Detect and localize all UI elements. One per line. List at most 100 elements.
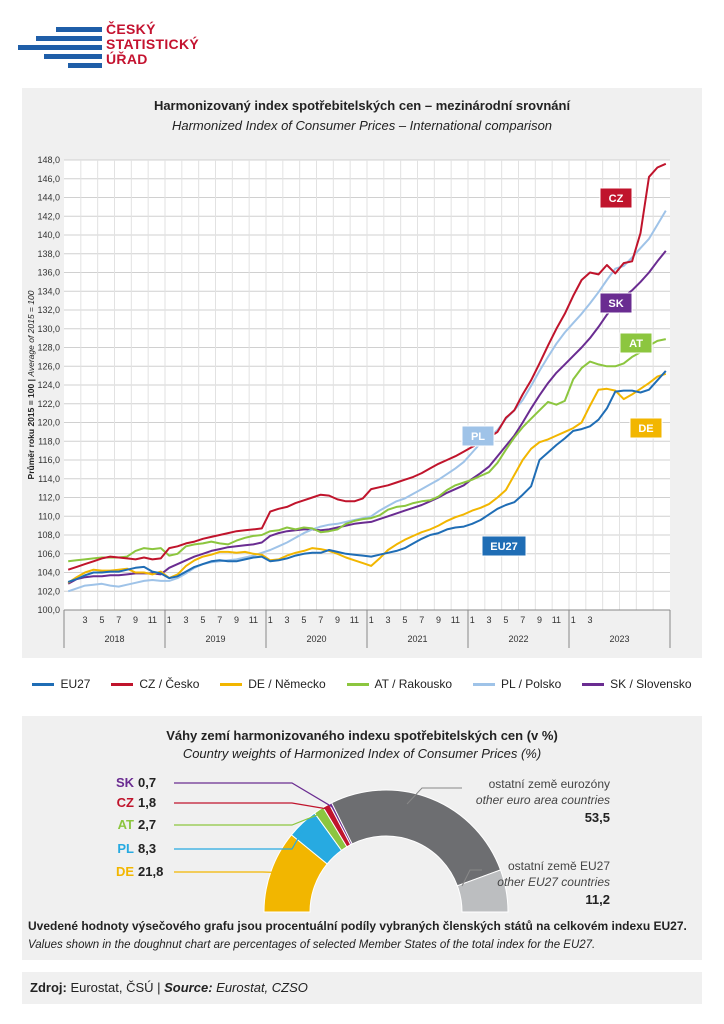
chart-legend: EU27 CZ / Česko DE / Německo AT / Rakousko P… [22,664,702,704]
x-tick-label: 1 [167,615,172,625]
legend-label: SK / Slovensko [610,677,692,691]
year-label: 2018 [104,634,124,644]
legend-item: PL / Polsko [473,677,561,691]
slice-value-label: 0,7 [138,775,156,790]
doughnut-slice-euro [330,789,502,887]
slice-value-label: 8,3 [138,841,156,856]
series-line-sk [67,250,667,585]
source-label-en: Source: [164,980,213,995]
series-line-eu27 [67,370,667,583]
legend-swatch [346,682,369,686]
slice-label-cz: ostatní země eurozóny [489,777,610,791]
series-line-at [68,338,667,563]
y-axis-label: Průměr roku 2015 = 100 | Average of 2015… [26,290,36,479]
x-tick-label: 9 [537,615,542,625]
slice-value-label: 53,5 [585,810,610,825]
y-tick-label: 120,0 [37,418,60,428]
y-tick-label: 136,0 [37,268,60,278]
slice-value-label: 1,8 [138,795,156,810]
slice-code-label: PL [117,841,134,856]
legend-item: DE / Německo [220,677,326,691]
legend-swatch [473,682,495,686]
logo-bar [68,63,102,68]
x-tick-label: 3 [588,615,593,625]
legend-item: EU27 [32,677,90,691]
x-tick-label: 3 [184,615,189,625]
series-callout-de [629,417,663,439]
x-tick-label: 5 [402,615,407,625]
y-tick-label: 118,0 [38,436,60,446]
y-tick-label: 132,0 [37,305,60,315]
y-tick-label: 138,0 [37,249,60,259]
x-tick-label: 5 [503,615,508,625]
x-tick-label: 1 [369,615,374,625]
y-tick-label: 126,0 [37,361,60,371]
x-tick-label: 1 [571,615,576,625]
y-axis-label-sep: | [26,377,36,384]
source-bar: Zdroj: Eurostat, ČSÚ | Source: Eurostat,… [22,972,702,1004]
doughnut-slice-eu27 [456,869,509,913]
x-tick-label: 1 [268,615,273,625]
slice-label-en: other euro area countries [476,793,610,807]
series-callout-at [619,332,653,354]
chart-title: Harmonizovaný index spotřebitelských cen… [153,98,571,113]
series-callout-label: AT [629,338,643,350]
slice-code-label: CZ [117,795,134,810]
series-callout-label: EU27 [490,541,518,553]
y-tick-label: 134,0 [37,286,60,296]
y-tick-label: 108,0 [37,530,60,540]
y-tick-label: 148,0 [37,155,60,165]
chart-subtitle: Harmonized Index of Consumer Prices – In… [171,118,553,133]
legend-label: EU27 [60,677,91,691]
y-tick-label: 106,0 [37,549,60,559]
legend-label: PL / Polsko [501,677,562,691]
y-tick-label: 130,0 [37,324,60,334]
x-tick-label: 3 [83,615,88,625]
source-text: Eurostat, ČSÚ | [66,980,165,995]
czso-logo: ČESKÝ STATISTICKÝ ÚŘAD [18,22,218,72]
year-label: 2020 [306,634,326,644]
series-callout-sk [599,292,633,314]
y-tick-label: 110,0 [38,511,60,521]
slice-value-label: 21,8 [138,864,163,879]
legend-label: AT / Rakousko [374,677,453,691]
year-label: 2022 [508,634,528,644]
y-tick-label: 140,0 [37,230,60,240]
leader-line [174,782,333,808]
x-tick-label: 3 [386,615,391,625]
leader-line [174,802,329,810]
x-tick-label: 5 [99,615,104,625]
legend-swatch [111,682,134,686]
legend-swatch [582,682,605,686]
slice-label-en: other EU27 countries [497,875,610,889]
x-tick-label: 3 [285,615,290,625]
y-tick-label: 114,0 [38,474,60,484]
x-tick-label: 5 [200,615,205,625]
doughnut-title: Váhy zemí harmonizovaného indexu spotřeb… [166,728,558,743]
leader-line [406,787,462,805]
y-tick-label: 112,0 [38,493,60,503]
x-tick-label: 5 [301,615,306,625]
y-tick-label: 144,0 [37,193,60,203]
line-chart: 100,0 102,0 104,0 106,0 108,0 110,0 112,0 114,0… [26,155,671,648]
x-tick-label: 11 [552,615,561,625]
x-tick-label: 9 [335,615,340,625]
y-axis-label-en: Average of 2015 = 100 [26,290,36,377]
x-tick-label: 7 [217,615,222,625]
x-tick-label: 11 [451,615,460,625]
x-tick-label: 7 [318,615,323,625]
legend-label: DE / Německo [248,677,326,691]
logo-text: ČESKÝ STATISTICKÝ ÚŘAD [106,21,200,67]
slice-code-label: AT [118,817,134,832]
series-callout-eu27 [481,535,527,557]
doughnut-subtitle: Country weights of Harmonized Index of C… [182,746,542,761]
x-tick-label: 7 [419,615,424,625]
x-tick-label: 11 [350,615,359,625]
y-tick-label: 104,0 [37,568,60,578]
slice-code-label: SK [116,775,135,790]
legend-swatch [220,682,243,686]
logo-bar [56,27,102,32]
logo-bar [36,36,102,41]
series-callout-pl [461,425,495,447]
x-tick-label: 9 [436,615,441,625]
